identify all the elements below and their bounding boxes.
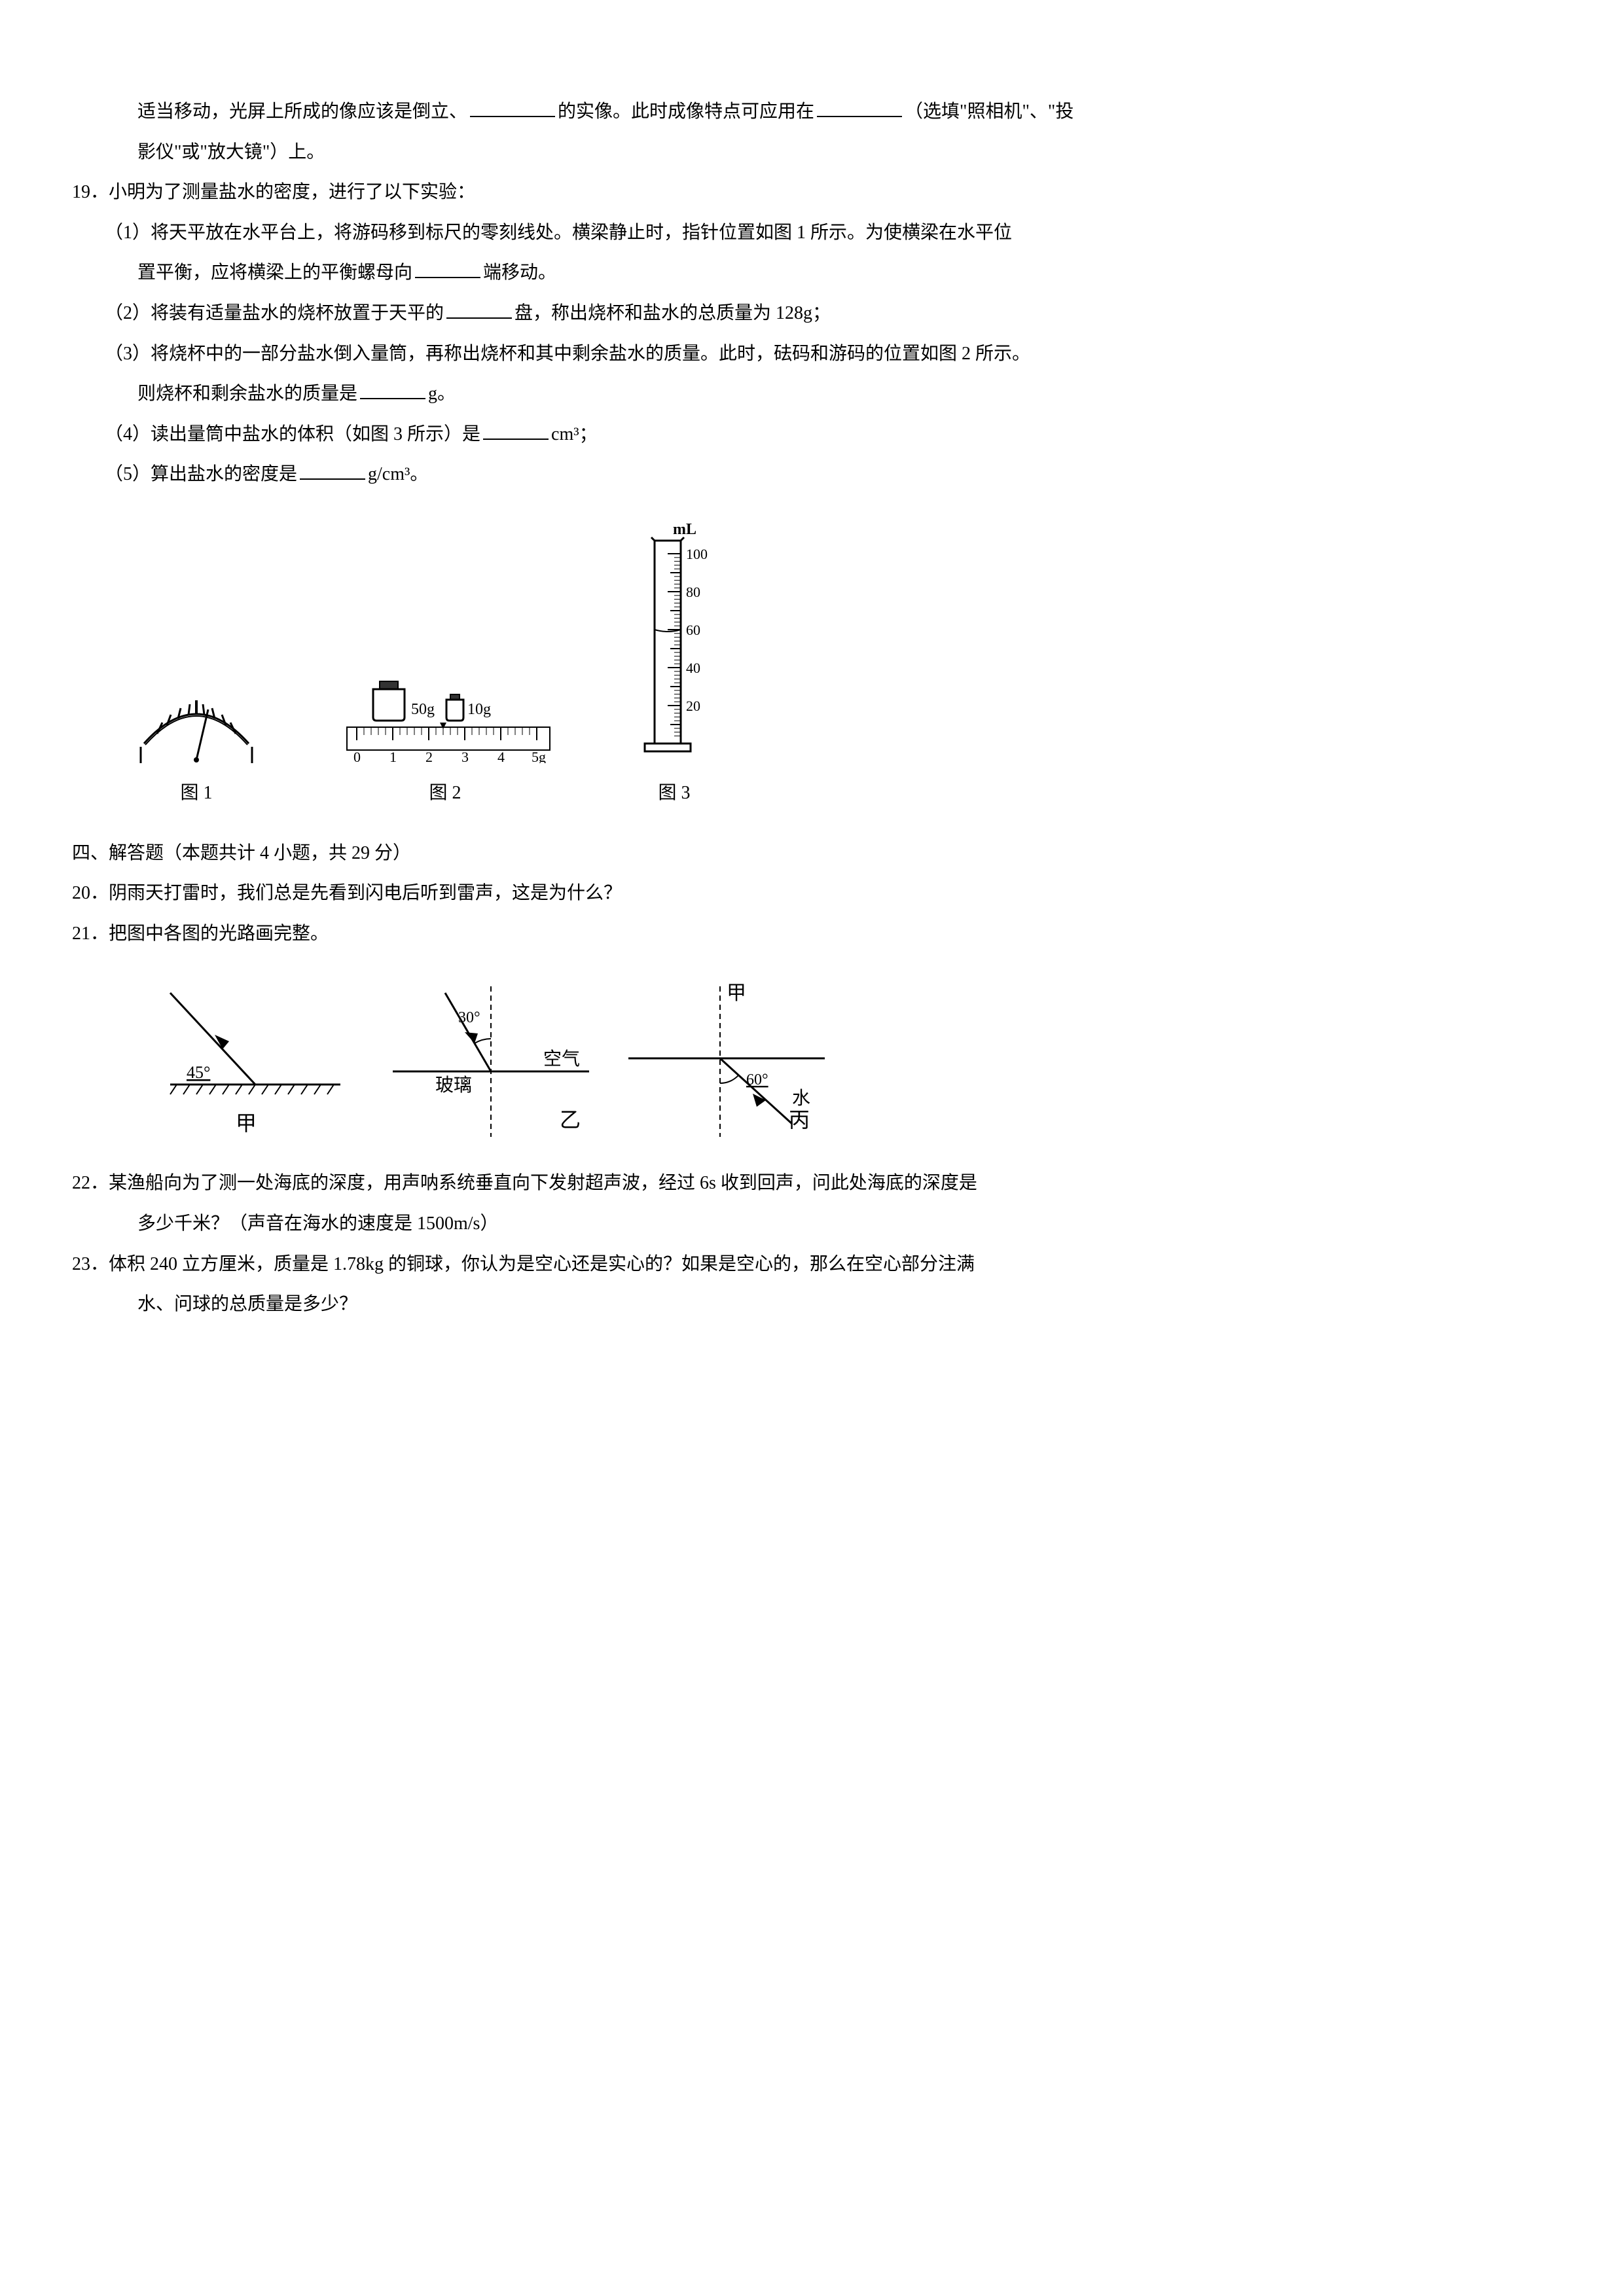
svg-text:30°: 30° [458, 1009, 480, 1026]
svg-text:4: 4 [497, 749, 505, 763]
q18-cont-line2: 影仪"或"放大镜"）上。 [72, 132, 1552, 173]
q18-text-4: 影仪"或"放大镜"）上。 [137, 142, 325, 162]
q22-line1: 22．某渔船向为了测一处海底的深度，用声呐系统垂直向下发射超声波，经过 6s 收… [72, 1163, 1552, 1204]
blank-q18-2[interactable] [817, 98, 902, 117]
blank-q19-2[interactable] [446, 299, 512, 319]
q21-text: 21．把图中各图的光路画完整。 [72, 914, 1552, 954]
blank-q19-3[interactable] [360, 380, 425, 399]
svg-text:80: 80 [686, 584, 700, 600]
yi-label: 乙 [560, 1108, 581, 1132]
svg-text:5g: 5g [532, 749, 546, 763]
svg-text:1: 1 [389, 749, 397, 763]
weight-50g-label: 50g [411, 701, 435, 718]
svg-text:45°: 45° [187, 1063, 210, 1082]
q19-p1b-before: 置平衡，应将横梁上的平衡螺母向 [137, 262, 412, 283]
bing-label: 丙 [789, 1108, 810, 1132]
svg-text:0: 0 [353, 749, 361, 763]
weights-ruler-svg: 50g 10g 0 [327, 645, 563, 763]
q19-p3b: 则烧杯和剩余盐水的质量是 g。 [72, 374, 1552, 414]
fig1-label: 图 1 [180, 773, 212, 814]
svg-text:60°: 60° [746, 1071, 768, 1088]
q21-optics-figures: 45° 甲 30° 空气 玻璃 乙 甲 60° 水 丙 [151, 973, 1552, 1143]
q19-p1b: 置平衡，应将横梁上的平衡螺母向 端移动。 [72, 253, 1552, 293]
blank-q19-4[interactable] [483, 420, 549, 440]
yi-air-label: 空气 [543, 1049, 580, 1069]
svg-text:40: 40 [686, 660, 700, 676]
q23-line1: 23．体积 240 立方厘米，质量是 1.78kg 的铜球，你认为是空心还是实心… [72, 1244, 1552, 1285]
optics-bing: 甲 60° 水 丙 [622, 973, 831, 1143]
bing-top-label: 甲 [727, 982, 746, 1004]
q22-line2: 多少千米？（声音在海水的速度是 1500m/s） [72, 1204, 1552, 1244]
q20-text: 20．阴雨天打雷时，我们总是先看到闪电后听到雷声，这是为什么？ [72, 873, 1552, 914]
q19-p5-before: （5）算出盐水的密度是 [105, 464, 297, 484]
blank-q18-1[interactable] [470, 98, 555, 117]
bing-water-label: 水 [792, 1088, 810, 1109]
blank-q19-1[interactable] [415, 259, 480, 278]
q19-p5-after: g/cm³。 [368, 464, 428, 484]
q23-line2: 水、问球的总质量是多少？ [72, 1284, 1552, 1325]
q18-text-2: 的实像。此时成像特点可应用在 [558, 101, 814, 122]
jia-label: 甲 [236, 1111, 257, 1135]
q19-p2: （2）将装有适量盐水的烧杯放置于天平的 盘，称出烧杯和盐水的总质量为 128g； [72, 293, 1552, 334]
svg-text:mL: mL [673, 521, 696, 538]
svg-text:2: 2 [425, 749, 433, 763]
figure-2: 50g 10g 0 [327, 645, 563, 814]
optics-yi: 30° 空气 玻璃 乙 [380, 973, 602, 1143]
q19-p4-after: cm³； [551, 424, 598, 444]
balance-pointer-svg [131, 672, 262, 763]
q19-figures: 图 1 50g 10g [131, 514, 1552, 814]
fig3-label: 图 3 [658, 773, 690, 814]
cylinder-svg: mL 100 80 60 40 20 [628, 514, 720, 763]
section4-header: 四、解答题（本题共计 4 小题，共 29 分） [72, 833, 1552, 874]
q19-p2-before: （2）将装有适量盐水的烧杯放置于天平的 [105, 303, 444, 323]
blank-q19-5[interactable] [300, 460, 365, 480]
q19-p3b-before: 则烧杯和剩余盐水的质量是 [137, 384, 357, 404]
figure-3: mL 100 80 60 40 20 [628, 514, 720, 814]
svg-text:60: 60 [686, 622, 700, 638]
svg-text:100: 100 [686, 546, 708, 562]
q19-p1b-after: 端移动。 [483, 262, 556, 283]
svg-text:20: 20 [686, 698, 700, 714]
q18-cont-line1: 适当移动，光屏上所成的像应该是倒立、 的实像。此时成像特点可应用在 （选填"照相机"… [72, 92, 1552, 132]
q19-p4: （4）读出量筒中盐水的体积（如图 3 所示）是 cm³； [72, 414, 1552, 455]
svg-text:3: 3 [461, 749, 469, 763]
q19-p3b-after: g。 [428, 384, 456, 404]
yi-glass-label: 玻璃 [435, 1075, 472, 1096]
q19-stem: 19．小明为了测量盐水的密度，进行了以下实验： [72, 172, 1552, 213]
q19-p4-before: （4）读出量筒中盐水的体积（如图 3 所示）是 [105, 424, 480, 444]
q19-p5: （5）算出盐水的密度是 g/cm³。 [72, 454, 1552, 495]
figure-1: 图 1 [131, 672, 262, 814]
fig2-label: 图 2 [429, 773, 461, 814]
q19-p2-after: 盘，称出烧杯和盐水的总质量为 128g； [514, 303, 831, 323]
q19-p1a: （1）将天平放在水平台上，将游码移到标尺的零刻线处。横梁静止时，指针位置如图 1… [72, 213, 1552, 253]
optics-jia: 45° 甲 [151, 973, 360, 1143]
q19-p3a: （3）将烧杯中的一部分盐水倒入量筒，再称出烧杯和其中剩余盐水的质量。此时，砝码和… [72, 334, 1552, 374]
weight-10g-label: 10g [467, 701, 491, 718]
q18-text-1: 适当移动，光屏上所成的像应该是倒立、 [137, 101, 467, 122]
q18-text-3: （选填"照相机"、"投 [905, 101, 1074, 122]
